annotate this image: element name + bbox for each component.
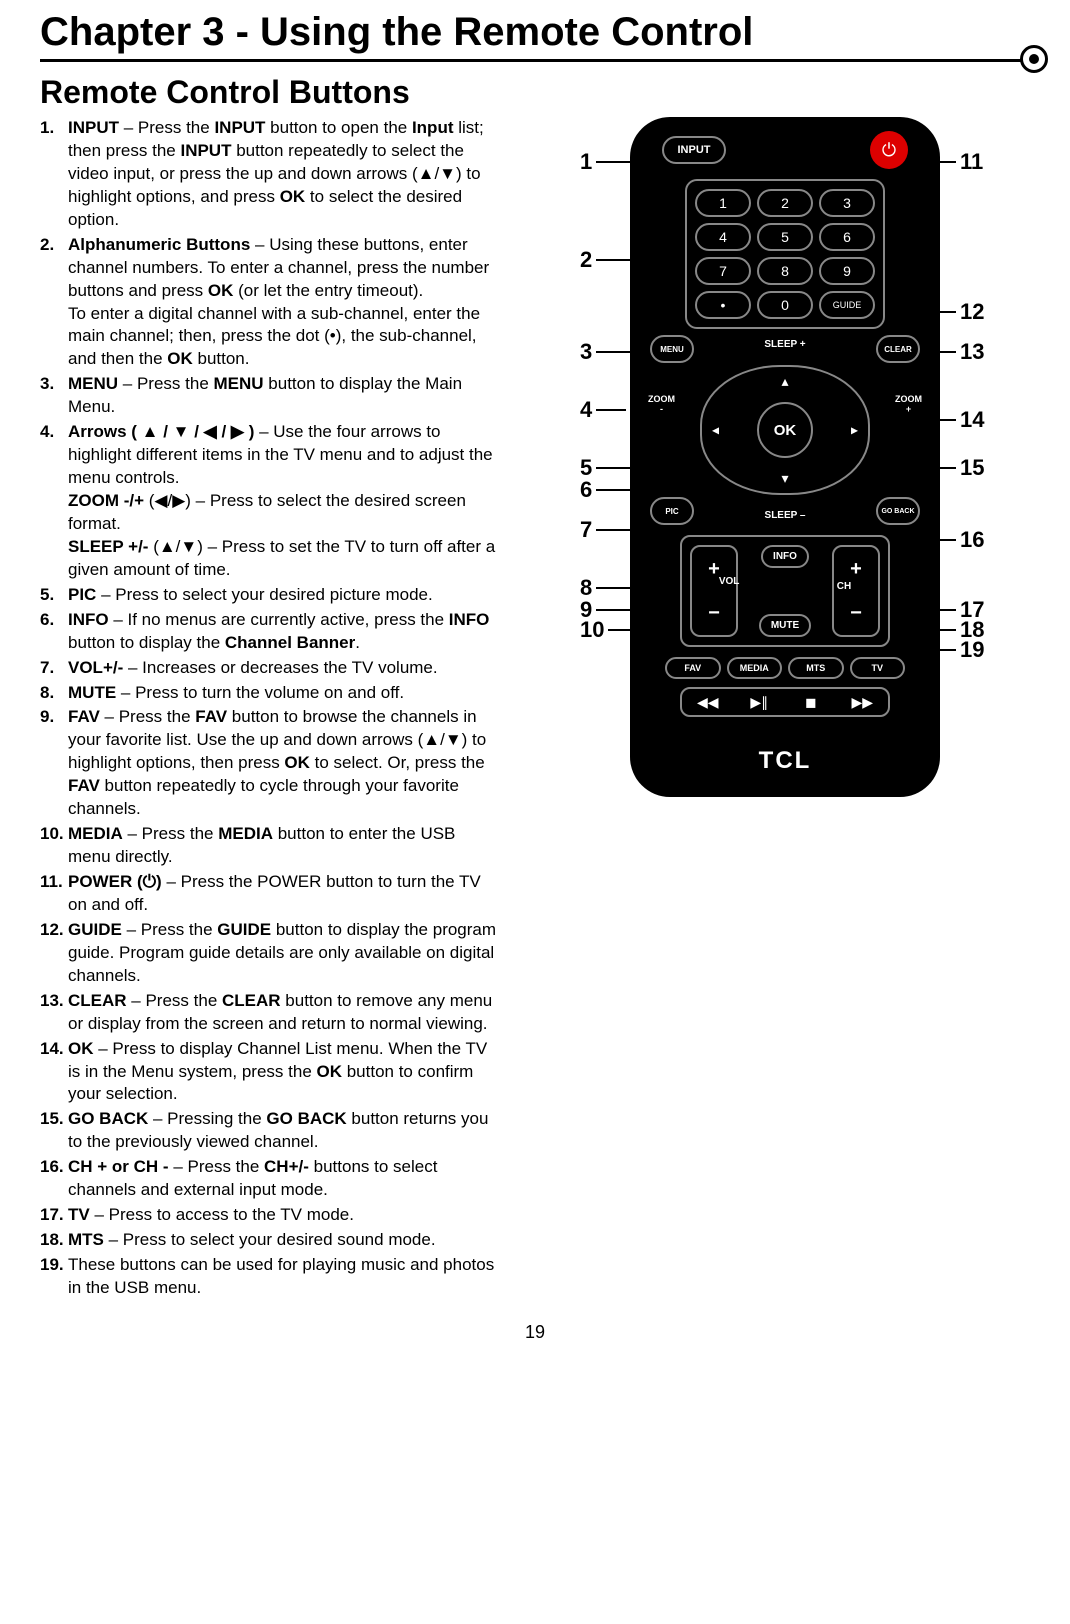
vol-ch-block: + − INFO VOL CH MUTE + −: [680, 535, 890, 647]
brand-logo: TCL: [644, 747, 926, 775]
callout-7: 7: [580, 517, 592, 543]
instruction-item-1: INPUT – Press the INPUT button to open t…: [40, 117, 500, 232]
instruction-item-4: Arrows ( ▲ / ▼ / ◀ / ▶ ) – Use the four …: [40, 421, 500, 582]
instruction-item-15: GO BACK – Pressing the GO BACK button re…: [40, 1108, 500, 1154]
tv-button[interactable]: TV: [850, 657, 906, 679]
num-5[interactable]: 5: [757, 223, 813, 251]
remote-body: INPUT ⏻ 1 2 3 4 5 6 7 8 9 • 0 GUIDE MENU…: [630, 117, 940, 797]
page-number: 19: [40, 1322, 1030, 1363]
instruction-item-17: TV – Press to access to the TV mode.: [40, 1204, 500, 1227]
chapter-title-text: Chapter 3 - Using the Remote Control: [40, 10, 753, 54]
num-8[interactable]: 8: [757, 257, 813, 285]
num-dot[interactable]: •: [695, 291, 751, 319]
num-7[interactable]: 7: [695, 257, 751, 285]
num-0[interactable]: 0: [757, 291, 813, 319]
mts-button[interactable]: MTS: [788, 657, 844, 679]
ch-label: CH: [837, 581, 851, 592]
ch-down-button[interactable]: −: [834, 591, 878, 635]
zoom-minus-label: ZOOM -: [648, 395, 675, 415]
section-title: Remote Control Buttons: [40, 74, 1030, 111]
num-3[interactable]: 3: [819, 189, 875, 217]
vol-rocker: + −: [690, 545, 738, 637]
guide-button[interactable]: GUIDE: [819, 291, 875, 319]
instruction-item-14: OK – Press to display Channel List menu.…: [40, 1038, 500, 1107]
vol-label: VOL: [719, 576, 740, 587]
number-grid: 1 2 3 4 5 6 7 8 9 • 0 GUIDE: [685, 179, 885, 329]
callout-10: 10: [580, 617, 604, 643]
instruction-item-11: POWER (⏻) – Press the POWER button to tu…: [40, 871, 500, 917]
fav-button[interactable]: FAV: [665, 657, 721, 679]
callout-12: 12: [960, 299, 984, 325]
info-button[interactable]: INFO: [761, 545, 809, 568]
callout-14: 14: [960, 407, 984, 433]
instruction-item-6: INFO – If no menus are currently active,…: [40, 609, 500, 655]
instruction-item-16: CH + or CH - – Press the CH+/- buttons t…: [40, 1156, 500, 1202]
chapter-title: Chapter 3 - Using the Remote Control: [40, 10, 1030, 62]
sleep-minus-label: SLEEP –: [765, 510, 806, 521]
instruction-item-12: GUIDE – Press the GUIDE button to displa…: [40, 919, 500, 988]
arrow-up-icon[interactable]: ▴: [781, 373, 788, 390]
instructions-column: INPUT – Press the INPUT button to open t…: [40, 117, 500, 1302]
instruction-item-9: FAV – Press the FAV button to browse the…: [40, 706, 500, 821]
arrow-left-icon[interactable]: ◂: [712, 422, 719, 439]
stop-button[interactable]: ◼: [785, 689, 837, 715]
num-6[interactable]: 6: [819, 223, 875, 251]
callout-2: 2: [580, 247, 592, 273]
callout-4: 4: [580, 397, 592, 423]
num-1[interactable]: 1: [695, 189, 751, 217]
remote-diagram: 12345678910 111213141516171819 INPUT ⏻ 1…: [520, 117, 1020, 817]
zoom-plus-label: ZOOM +: [895, 395, 922, 415]
media-button[interactable]: MEDIA: [727, 657, 783, 679]
callout-16: 16: [960, 527, 984, 553]
power-button[interactable]: ⏻: [870, 131, 908, 169]
callout-13: 13: [960, 339, 984, 365]
num-9[interactable]: 9: [819, 257, 875, 285]
forward-button[interactable]: ▶▶: [837, 689, 889, 715]
arrow-right-icon[interactable]: ▸: [851, 422, 858, 439]
instruction-item-18: MTS – Press to select your desired sound…: [40, 1229, 500, 1252]
callout-1: 1: [580, 149, 592, 175]
play-pause-button[interactable]: ▶∥: [734, 689, 786, 715]
instruction-item-2: Alphanumeric Buttons – Using these butto…: [40, 234, 500, 372]
instruction-item-10: MEDIA – Press the MEDIA button to enter …: [40, 823, 500, 869]
sleep-plus-label: SLEEP +: [764, 339, 805, 350]
clear-button[interactable]: CLEAR: [876, 335, 920, 363]
callout-19: 19: [960, 637, 984, 663]
pic-button[interactable]: PIC: [650, 497, 694, 525]
mute-button[interactable]: MUTE: [759, 614, 811, 637]
ok-button[interactable]: OK: [757, 402, 813, 458]
callout-3: 3: [580, 339, 592, 365]
rewind-button[interactable]: ◀◀: [682, 689, 734, 715]
model-number: RC3000N02: [644, 805, 926, 817]
instruction-item-5: PIC – Press to select your desired pictu…: [40, 584, 500, 607]
instruction-item-13: CLEAR – Press the CLEAR button to remove…: [40, 990, 500, 1036]
callout-11: 11: [960, 149, 983, 175]
instruction-item-3: MENU – Press the MENU button to display …: [40, 373, 500, 419]
nav-pad: ▴ ▾ ◂ ▸ OK: [700, 365, 870, 495]
transport-row: ◀◀ ▶∥ ◼ ▶▶: [680, 687, 890, 717]
callout-6: 6: [580, 477, 592, 503]
instruction-item-19: These buttons can be used for playing mu…: [40, 1254, 500, 1300]
num-2[interactable]: 2: [757, 189, 813, 217]
bullseye-icon: [1020, 45, 1048, 73]
vol-down-button[interactable]: −: [692, 591, 736, 635]
arrow-down-icon[interactable]: ▾: [781, 470, 788, 487]
instruction-item-7: VOL+/- – Increases or decreases the TV v…: [40, 657, 500, 680]
callout-15: 15: [960, 455, 984, 481]
num-4[interactable]: 4: [695, 223, 751, 251]
goback-button[interactable]: GO BACK: [876, 497, 920, 525]
instruction-item-8: MUTE – Press to turn the volume on and o…: [40, 682, 500, 705]
menu-button[interactable]: MENU: [650, 335, 694, 363]
input-button[interactable]: INPUT: [662, 136, 726, 164]
